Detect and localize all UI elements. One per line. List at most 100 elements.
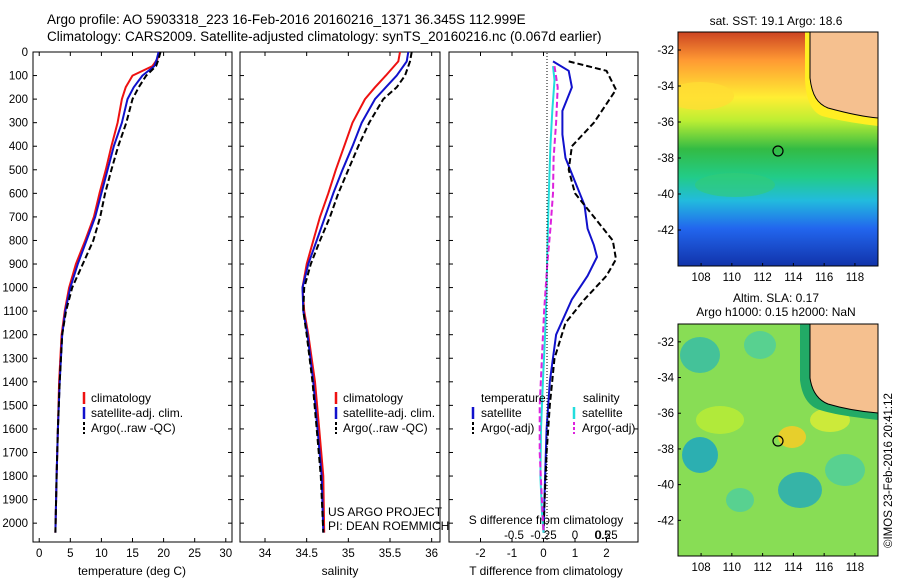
- salinity-diff-tick-label: 0.5: [595, 530, 611, 542]
- series-line: [301, 51, 401, 533]
- x-tick-label: -1: [507, 548, 517, 560]
- depth-axis-ticks: 0 100 200 300 400 500 600 700 800 900 1000 1100 1200…: [2, 47, 638, 530]
- depth-tick-label: 100: [9, 71, 28, 83]
- sst-map-ticks: 108 110 112 114 116 118 -32 -34 -36 -38 -40 -42: [657, 45, 864, 284]
- depth-tick-label: 1300: [2, 353, 28, 365]
- map-y-tick-label: -36: [657, 408, 674, 420]
- project-annotation-line1: US ARGO PROJECT: [328, 505, 443, 519]
- x-tick-label: 1: [572, 548, 578, 560]
- map-x-tick-label: 112: [753, 272, 771, 284]
- depth-tick-label: 2000: [2, 518, 28, 530]
- depth-tick-label: 1500: [2, 400, 28, 412]
- difference-legend: temperature salinity satellite Argo(-adj…: [471, 391, 635, 435]
- x-tick-label: 5: [67, 548, 73, 560]
- map-x-tick-label: 118: [846, 562, 864, 574]
- sla-map-title-line1: Altim. SLA: 0.17: [733, 291, 819, 305]
- argo-float-marker: [772, 145, 784, 157]
- temperature-legend: climatology satellite-adj. clim. Argo(..…: [82, 391, 183, 435]
- header-line1: Argo profile: AO 5903318_223 16-Feb-2016…: [47, 12, 526, 27]
- salinity-diff-tick-label: 0: [572, 530, 578, 542]
- depth-tick-label: 200: [9, 94, 28, 106]
- x-tick-label: 0: [540, 548, 546, 560]
- series-line: [538, 65, 559, 533]
- sst-map-frame: [677, 31, 879, 267]
- map-x-tick-label: 114: [784, 562, 803, 574]
- argo-float-marker: [772, 435, 784, 447]
- legend-argo-label: Argo(..raw -QC): [343, 421, 428, 435]
- depth-tick-label: 1000: [2, 283, 28, 295]
- map-x-tick-label: 108: [691, 562, 710, 574]
- temperature-series: [54, 51, 162, 533]
- legend-s-sat-label: satellite: [582, 406, 623, 420]
- depth-tick-label: 1100: [3, 306, 28, 318]
- land-mass: [809, 32, 878, 119]
- sla-map-ticks: 108 110 112 114 116 118 -32 -34 -36 -38 -40 -42: [657, 337, 864, 574]
- sla-anomaly: [680, 337, 720, 373]
- legend-t-argo-label: Argo(-adj): [481, 421, 534, 435]
- salinity-x-ticks: 34 34.5 35 35.5 36: [259, 52, 438, 560]
- map-x-tick-label: 116: [815, 562, 833, 574]
- depth-tick-label: 1400: [2, 377, 28, 389]
- series-line: [302, 51, 413, 533]
- series-line: [54, 51, 160, 533]
- x-tick-label: 35.5: [379, 548, 401, 560]
- depth-tick-label: 1900: [2, 495, 28, 507]
- x-tick-label: 25: [188, 548, 201, 560]
- salinity-diff-tick-label: -0.5: [504, 530, 524, 542]
- x-tick-label: 15: [126, 548, 139, 560]
- depth-tick-label: 1700: [2, 447, 28, 459]
- x-tick-label: -2: [475, 548, 485, 560]
- difference-series: [538, 60, 617, 533]
- sst-map-title: sat. SST: 19.1 Argo: 18.6: [710, 14, 843, 28]
- map-y-tick-label: -38: [657, 444, 674, 456]
- depth-tick-label: 900: [9, 259, 28, 271]
- x-tick-label: 0: [36, 548, 42, 560]
- map-x-tick-label: 110: [723, 562, 741, 574]
- header-line2: Climatology: CARS2009. Satellite-adjuste…: [47, 29, 602, 44]
- depth-tick-label: 1600: [2, 424, 28, 436]
- series-line: [54, 51, 161, 533]
- map-y-tick-label: -34: [657, 373, 674, 385]
- sla-anomaly: [778, 472, 822, 508]
- sla-anomaly: [682, 437, 718, 473]
- legend-title-temperature: temperature: [481, 391, 546, 405]
- sst-cool-patch: [695, 173, 775, 197]
- legend-s-argo-label: Argo(-adj): [582, 421, 635, 435]
- x-tick-label: 2: [603, 548, 609, 560]
- legend-clim-label: climatology: [343, 391, 403, 405]
- legend-t-sat-label: satellite: [481, 406, 522, 420]
- legend-sat-label: satellite-adj. clim.: [343, 406, 435, 420]
- map-y-tick-label: -36: [657, 117, 674, 129]
- sla-anomaly: [726, 488, 754, 512]
- map-y-tick-label: -42: [657, 225, 674, 237]
- x-tick-label: 36: [425, 548, 438, 560]
- sla-anomaly: [778, 426, 806, 448]
- sla-anomaly: [825, 454, 865, 486]
- sla-anomaly: [744, 331, 776, 359]
- sla-map: [677, 323, 879, 557]
- land-mass: [809, 324, 878, 414]
- imos-credit: ©IMOS 23-Feb-2016 20:41:12: [883, 393, 895, 548]
- depth-tick-label: 400: [9, 141, 28, 153]
- series-line: [54, 51, 162, 533]
- x-tick-label: 34.5: [295, 548, 317, 560]
- salinity-diff-tick-label: 0.25: [595, 530, 617, 542]
- temperature-panel-frame: [32, 51, 233, 543]
- salinity-diff-tick-label: -0.25: [530, 530, 556, 542]
- depth-tick-label: 700: [9, 212, 28, 224]
- sst-map: [677, 31, 879, 267]
- legend-argo-label: Argo(..raw -QC): [91, 421, 176, 435]
- depth-tick-label: 300: [9, 118, 28, 130]
- map-y-tick-label: -32: [657, 45, 674, 57]
- temperature-x-ticks: 0 5 10 15 20 25 30: [36, 52, 232, 560]
- salinity-series: [301, 51, 413, 533]
- difference-panel-frame: [448, 51, 639, 543]
- salinity-xlabel: salinity: [322, 564, 359, 578]
- legend-clim-label: climatology: [91, 391, 151, 405]
- map-x-tick-label: 114: [784, 272, 803, 284]
- difference-xlabel-top: S difference from climatology: [469, 513, 624, 527]
- difference-x-ticks: -2 -1 0 1 2 -0.5 -0.25 0 0.250.5: [475, 52, 618, 560]
- depth-tick-label: 600: [9, 188, 28, 200]
- sla-anomaly: [696, 406, 744, 434]
